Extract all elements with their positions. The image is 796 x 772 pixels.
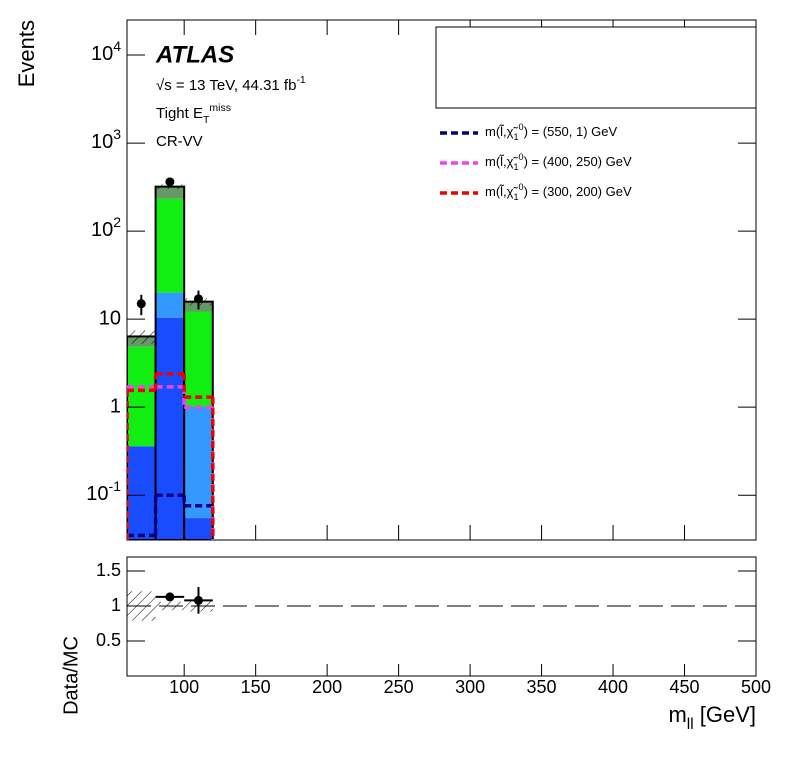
- y-tick-label: 104: [91, 38, 121, 66]
- atlas-label: ATLAS: [155, 41, 234, 68]
- x-tick-label: 150: [241, 677, 271, 697]
- stack-bar: [184, 406, 213, 519]
- ratio-band: [155, 601, 185, 611]
- stack-bar: [184, 518, 213, 540]
- data-point: [136, 299, 146, 309]
- x-tick-label: 500: [741, 677, 771, 697]
- x-tick-label: 450: [669, 677, 699, 697]
- ratio-point: [193, 595, 203, 605]
- x-tick-label: 300: [455, 677, 485, 697]
- ratio-frame: [126, 556, 757, 677]
- y-tick-label: 1: [110, 395, 121, 417]
- x-tick-label: 400: [598, 677, 628, 697]
- y-tick-label: 1.5: [96, 560, 121, 580]
- y-tick-label: 10: [99, 307, 121, 329]
- data-point: [165, 177, 175, 187]
- total-sm-band: [155, 184, 185, 190]
- legend-label: m(l̃,χ̃10) = (300, 200) GeV: [485, 182, 632, 202]
- stack-bar: [127, 446, 156, 540]
- x-tick-label: 350: [527, 677, 557, 697]
- x-axis-title: mll [GeV]: [668, 702, 756, 733]
- energy-label: √s = 13 TeV, 44.31 fb-1: [156, 74, 306, 94]
- stack-bar: [127, 346, 156, 447]
- x-tick-label: 200: [312, 677, 342, 697]
- region-label: Tight ETmiss: [156, 102, 231, 126]
- y-tick-label: 103: [91, 126, 121, 154]
- legend-label: m(l̃,χ̃10) = (550, 1) GeV: [485, 122, 618, 142]
- y-axis-title: Events: [14, 20, 39, 87]
- total-sm-band: [127, 330, 156, 344]
- y-tick-label: 1: [111, 595, 121, 615]
- y-tick-label: 0.5: [96, 630, 121, 650]
- cr-label: CR-VV: [156, 133, 203, 150]
- x-tick-label: 100: [169, 677, 199, 697]
- stack-bar: [155, 317, 185, 540]
- stack-bar: [184, 311, 213, 407]
- stack-bar: [155, 198, 185, 293]
- y-tick-label: 10-1: [86, 478, 121, 506]
- legend-label: m(l̃,χ̃10) = (400, 250) GeV: [485, 152, 632, 172]
- stack-bar: [155, 186, 185, 199]
- data-point: [193, 294, 203, 304]
- ratio-y-title: Data/MC: [60, 636, 82, 715]
- ratio-point: [165, 592, 175, 602]
- main-plot: [127, 184, 215, 540]
- stack-bar: [155, 292, 185, 318]
- x-tick-label: 250: [384, 677, 414, 697]
- y-tick-label: 102: [91, 214, 121, 242]
- legend-box: [435, 26, 757, 109]
